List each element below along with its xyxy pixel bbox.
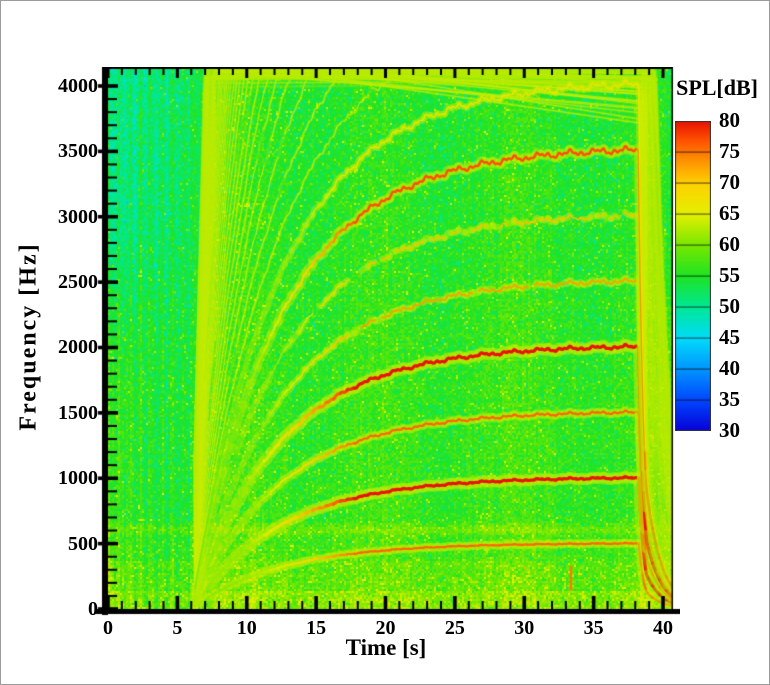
x-tick-label: 0 <box>103 617 113 639</box>
colorbar-tick-label: 35 <box>719 387 740 411</box>
x-tick-label: 25 <box>444 617 465 639</box>
y-tick-label: 1500 <box>58 401 98 424</box>
colorbar-tick-label: 80 <box>719 108 740 132</box>
colorbar-tick-label: 40 <box>719 356 740 380</box>
colorbar-tick-label: 55 <box>719 263 740 287</box>
y-tick-label: 500 <box>68 532 98 555</box>
y-tick-label: 3000 <box>58 205 98 228</box>
y-tick-label: 4000 <box>58 74 98 97</box>
colorbar-tick-label: 45 <box>719 325 740 349</box>
y-tick-label: 1000 <box>58 467 98 490</box>
colorbar-tick-label: 75 <box>719 139 740 163</box>
x-tick-label: 20 <box>375 617 396 639</box>
x-tick-label: 30 <box>514 617 535 639</box>
y-tick-label: 2000 <box>58 336 98 359</box>
x-tick-label: 5 <box>172 617 183 639</box>
y-tick-label: 0 <box>88 598 98 620</box>
colorbar-tick-label: 30 <box>719 418 740 442</box>
colorbar-tick-label: 65 <box>719 201 740 225</box>
colorbar-tick-label: 50 <box>719 294 740 318</box>
y-tick-label: 2500 <box>58 271 98 294</box>
y-tick-label: 3500 <box>58 140 98 163</box>
x-axis-title: Time [s] <box>345 635 427 660</box>
x-tick-label: 35 <box>583 617 604 639</box>
colorbar-tick-label: 60 <box>719 232 740 256</box>
colorbar-gradient <box>675 121 711 431</box>
x-tick-label: 15 <box>306 617 327 639</box>
colorbar-title: SPL[dB] <box>676 75 758 100</box>
spectrogram-plot-canvas <box>96 67 680 619</box>
x-tick-label: 40 <box>653 617 673 639</box>
colorbar-tick-label: 70 <box>719 170 740 194</box>
x-tick-label: 10 <box>236 617 257 639</box>
